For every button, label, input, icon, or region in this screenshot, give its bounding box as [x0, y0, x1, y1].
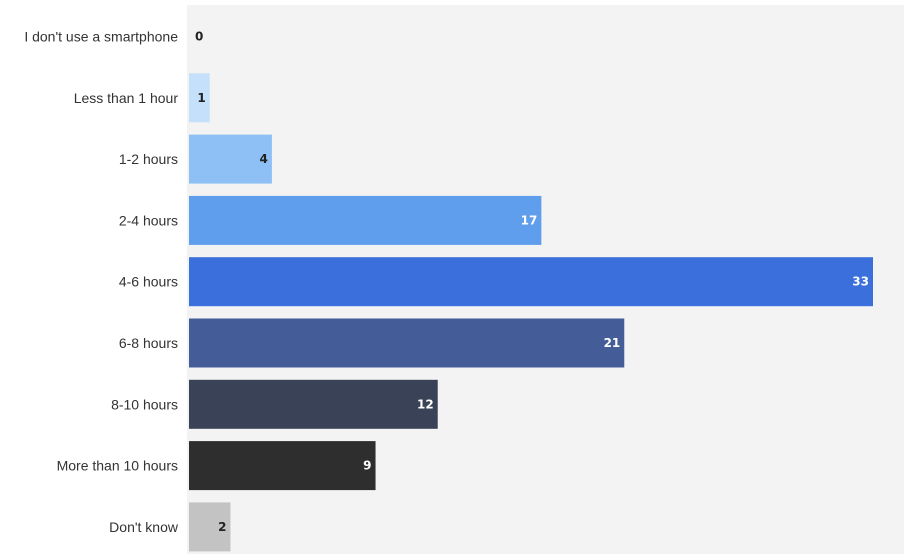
- value-label: 0: [195, 30, 203, 44]
- category-label: 8-10 hours: [111, 396, 178, 412]
- value-label: 2: [218, 520, 226, 534]
- value-label: 1: [197, 91, 205, 105]
- value-label: 4: [260, 152, 268, 166]
- bar-6: [189, 379, 438, 429]
- bar-3: [189, 195, 542, 245]
- category-label: 2-4 hours: [119, 212, 178, 228]
- value-label: 33: [852, 275, 869, 289]
- value-label: 21: [604, 336, 621, 350]
- value-label: 9: [363, 459, 371, 473]
- bar-4: [189, 257, 873, 307]
- bars-group: [189, 73, 873, 552]
- value-label: 12: [417, 397, 434, 411]
- category-label: 1-2 hours: [119, 151, 178, 167]
- category-label: More than 10 hours: [57, 458, 178, 474]
- value-labels-group: 0 1 4 17 33 21 12 9 2: [195, 30, 869, 534]
- category-label: Less than 1 hour: [74, 90, 179, 106]
- category-labels-group: I don't use a smartphone Less than 1 hour…: [24, 29, 179, 535]
- bar-5: [189, 318, 625, 368]
- bar-8: [189, 502, 231, 552]
- bar-2: [189, 134, 272, 184]
- category-label: 4-6 hours: [119, 274, 178, 290]
- bar-7: [189, 441, 376, 491]
- category-label: Don't know: [109, 519, 179, 535]
- value-label: 17: [521, 213, 538, 227]
- category-label: 6-8 hours: [119, 335, 178, 351]
- bar-1: [189, 73, 210, 123]
- category-label: I don't use a smartphone: [24, 29, 178, 45]
